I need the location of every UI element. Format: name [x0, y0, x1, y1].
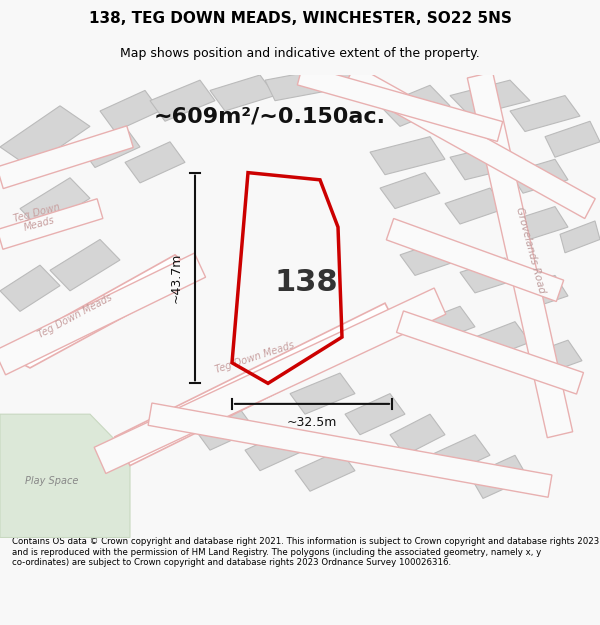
- Polygon shape: [470, 455, 528, 499]
- Polygon shape: [0, 265, 60, 311]
- Polygon shape: [20, 177, 90, 229]
- Polygon shape: [115, 303, 400, 466]
- Polygon shape: [445, 188, 505, 224]
- Text: ~609m²/~0.150ac.: ~609m²/~0.150ac.: [154, 106, 386, 126]
- Polygon shape: [460, 258, 520, 293]
- Polygon shape: [94, 288, 446, 474]
- Polygon shape: [80, 126, 140, 168]
- Polygon shape: [386, 219, 563, 301]
- Polygon shape: [0, 199, 103, 249]
- Polygon shape: [345, 394, 405, 435]
- Polygon shape: [420, 306, 475, 343]
- Polygon shape: [370, 137, 445, 175]
- Polygon shape: [475, 322, 530, 357]
- Text: Contains OS data © Crown copyright and database right 2021. This information is : Contains OS data © Crown copyright and d…: [12, 538, 599, 568]
- Polygon shape: [0, 255, 200, 368]
- Text: ~43.7m: ~43.7m: [170, 253, 183, 303]
- Polygon shape: [0, 126, 133, 189]
- Polygon shape: [50, 239, 120, 291]
- Polygon shape: [150, 80, 215, 121]
- Text: ~32.5m: ~32.5m: [287, 416, 337, 429]
- Polygon shape: [528, 340, 582, 375]
- Polygon shape: [545, 121, 600, 158]
- Polygon shape: [320, 70, 380, 94]
- Polygon shape: [210, 75, 275, 111]
- Polygon shape: [400, 239, 460, 276]
- Text: Teg Down Meads: Teg Down Meads: [36, 292, 114, 341]
- Polygon shape: [510, 206, 568, 241]
- Polygon shape: [380, 173, 440, 209]
- Polygon shape: [380, 85, 450, 126]
- Polygon shape: [245, 429, 305, 471]
- Text: Teg Down
Meads: Teg Down Meads: [12, 202, 64, 236]
- Polygon shape: [560, 221, 600, 253]
- Polygon shape: [0, 253, 206, 375]
- Polygon shape: [467, 72, 572, 438]
- Text: 138: 138: [275, 268, 338, 297]
- Polygon shape: [510, 96, 580, 131]
- Text: Grovelands Road: Grovelands Road: [514, 206, 547, 294]
- Polygon shape: [100, 91, 160, 131]
- Polygon shape: [298, 65, 503, 141]
- Polygon shape: [390, 414, 445, 455]
- Polygon shape: [515, 276, 568, 309]
- Polygon shape: [265, 70, 330, 101]
- Polygon shape: [290, 373, 355, 414]
- Text: Teg Down Meads: Teg Down Meads: [214, 340, 296, 375]
- Polygon shape: [450, 145, 515, 180]
- Polygon shape: [397, 311, 583, 394]
- Polygon shape: [345, 65, 595, 219]
- Polygon shape: [450, 80, 530, 116]
- Polygon shape: [510, 159, 568, 193]
- Polygon shape: [195, 409, 255, 450]
- Polygon shape: [0, 106, 90, 168]
- Text: Map shows position and indicative extent of the property.: Map shows position and indicative extent…: [120, 48, 480, 61]
- Text: Play Space: Play Space: [25, 476, 79, 486]
- Polygon shape: [148, 403, 552, 498]
- Text: 138, TEG DOWN MEADS, WINCHESTER, SO22 5NS: 138, TEG DOWN MEADS, WINCHESTER, SO22 5N…: [89, 11, 511, 26]
- Polygon shape: [125, 142, 185, 183]
- Polygon shape: [0, 414, 130, 538]
- Polygon shape: [295, 450, 355, 491]
- Polygon shape: [430, 435, 490, 476]
